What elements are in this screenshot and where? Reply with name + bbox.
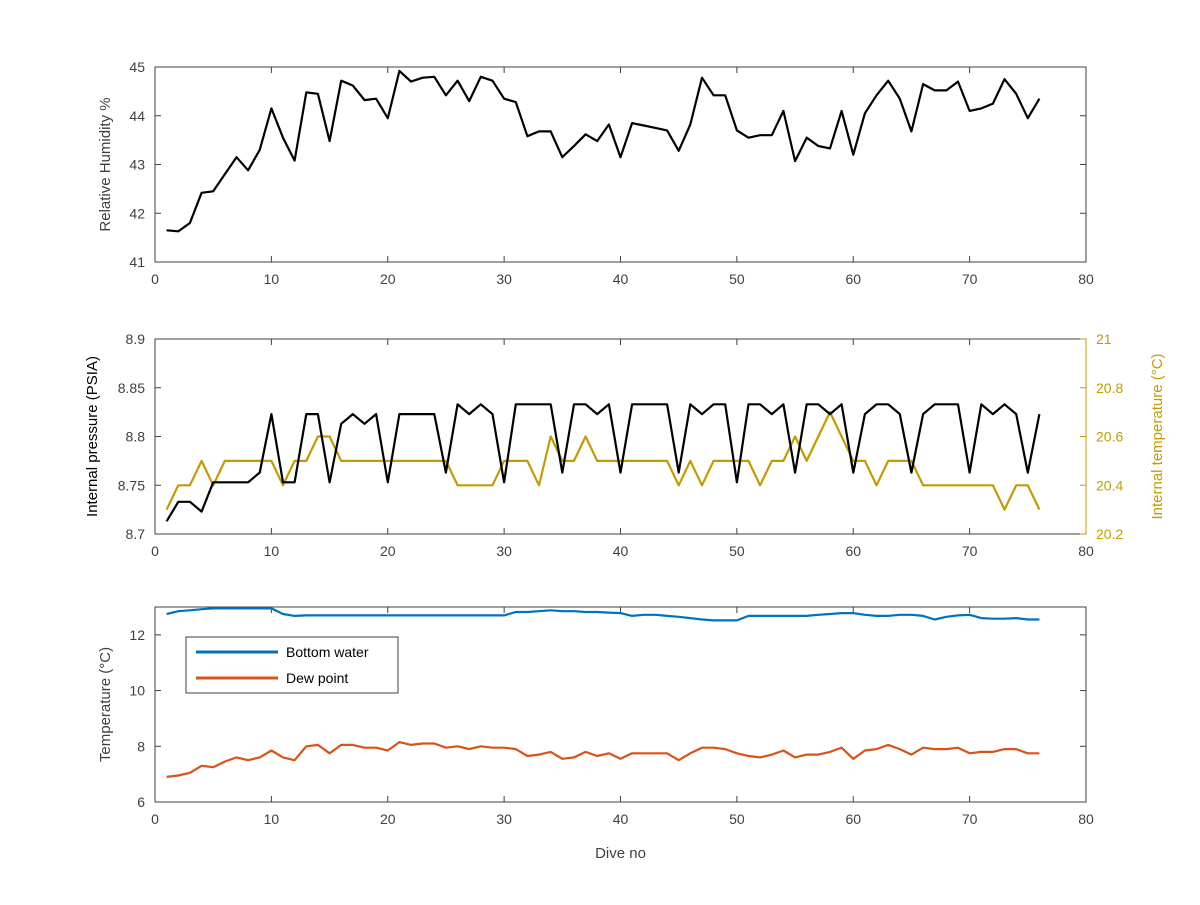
series-dew-point: [166, 740, 1040, 778]
y-axis-label: Temperature (°C): [97, 647, 114, 762]
series-line-1: [165, 411, 1041, 511]
x-tick-label: 0: [151, 271, 159, 287]
legend-box: [185, 636, 399, 694]
x-tick-label: 60: [845, 543, 861, 559]
series-line-2: [165, 403, 1041, 522]
y-tick-label: 8: [137, 738, 145, 754]
legend-label-bottom-water: Bottom water: [286, 644, 369, 660]
y2-tick-label: 20.2: [1096, 526, 1123, 542]
x-axis-label: Dive no: [595, 845, 646, 862]
legend: Bottom water Dew point: [185, 636, 399, 694]
y-tick-label: 45: [129, 59, 145, 75]
x-tick-label: 30: [496, 271, 512, 287]
y2-tick-label: 20.4: [1096, 477, 1123, 493]
legend-label-dew-point: Dew point: [286, 670, 348, 686]
x-tick-label: 20: [380, 271, 396, 287]
y-tick-label: 8.8: [126, 429, 146, 445]
y-tick-label: 8.85: [118, 380, 145, 396]
x-tick-label: 60: [845, 271, 861, 287]
y-tick-label: 44: [129, 108, 145, 124]
x-tick-label: 20: [380, 811, 396, 827]
subplot-1: 0 10 20 30 40 50 60 70 80 41 42 43 44 45 Relative Humi…: [97, 59, 1094, 287]
y-axis-label: Internal pressure (PSIA): [84, 356, 101, 517]
subplot-3: 0 10 20 30 40 50 60 70 80 6 8 10 12 Temperature (°C) D…: [97, 606, 1094, 862]
y2-axis-label: Internal temperature (°C): [1149, 353, 1166, 519]
series-bottom-water: [166, 607, 1040, 622]
axes-box: [154, 66, 1087, 263]
x-tick-label: 50: [729, 811, 745, 827]
x-tick-label: 80: [1078, 543, 1094, 559]
x-tick-label: 60: [845, 811, 861, 827]
x-tick-label: 80: [1078, 811, 1094, 827]
y-tick-label: 41: [129, 254, 145, 270]
x-tick-label: 30: [496, 543, 512, 559]
x-tick-label: 50: [729, 271, 745, 287]
y2-tick-label: 20.8: [1096, 380, 1123, 396]
y-tick-label: 42: [129, 205, 145, 221]
x-tick-label: 40: [613, 543, 629, 559]
y-tick-label: 6: [137, 794, 145, 810]
y-tick-label: 8.75: [118, 477, 145, 493]
y2-tick-label: 20.6: [1096, 429, 1123, 445]
x-tick-label: 20: [380, 543, 396, 559]
series-line-1: [166, 69, 1041, 233]
x-tick-label: 10: [264, 271, 280, 287]
y-tick-label: 8.9: [126, 331, 146, 347]
x-tick-label: 50: [729, 543, 745, 559]
y-tick-label: 12: [129, 627, 145, 643]
y-tick-label: 10: [129, 683, 145, 699]
x-tick-label: 0: [151, 811, 159, 827]
x-tick-label: 0: [151, 543, 159, 559]
axes-box: [154, 338, 1087, 535]
x-tick-label: 40: [613, 811, 629, 827]
subplot-2: 0 10 20 30 40 50 60 70 80 8.7 8.75 8.8 8.85 8.9 Intern…: [84, 331, 1166, 559]
x-tick-label: 80: [1078, 271, 1094, 287]
x-tick-label: 10: [264, 811, 280, 827]
y-tick-label: 43: [129, 157, 145, 173]
y-axis-label: Relative Humidity %: [97, 97, 114, 231]
y-tick-label: 8.7: [126, 526, 146, 542]
y2-tick-label: 21: [1096, 331, 1112, 347]
x-tick-label: 40: [613, 271, 629, 287]
x-tick-label: 30: [496, 811, 512, 827]
x-tick-label: 70: [962, 811, 978, 827]
x-tick-label: 70: [962, 271, 978, 287]
axes-box: [154, 606, 1087, 803]
x-tick-label: 10: [264, 543, 280, 559]
x-tick-label: 70: [962, 543, 978, 559]
